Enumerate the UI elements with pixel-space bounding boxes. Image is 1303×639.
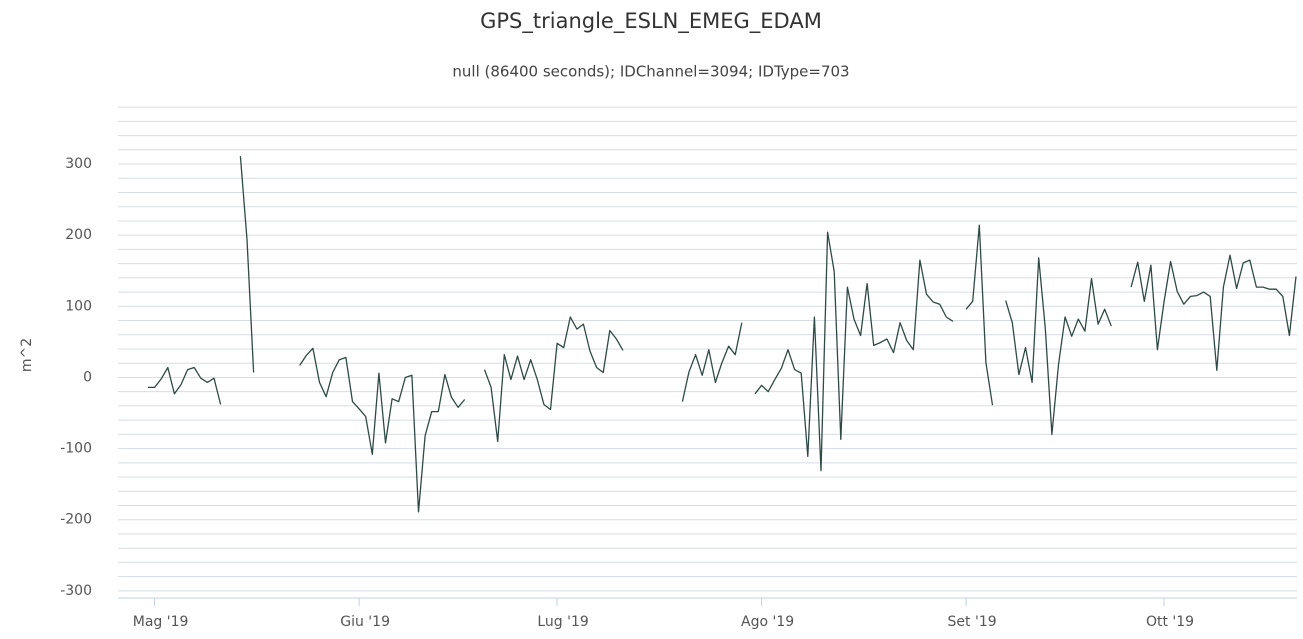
- y-tick-label: -100: [60, 441, 92, 457]
- y-tick-label: 100: [65, 298, 92, 314]
- y-tick-label: 0: [83, 369, 92, 385]
- y-axis-label: m^2: [19, 338, 35, 372]
- x-tick-label: Giu '19: [340, 614, 390, 630]
- y-tick-label: 200: [65, 227, 92, 243]
- x-tick-label: Set '19: [948, 614, 997, 630]
- x-tick-label: Lug '19: [537, 614, 588, 630]
- y-tick-label: -300: [60, 583, 92, 599]
- y-tick-label: 300: [65, 156, 92, 172]
- chart-subtitle: null (86400 seconds); IDChannel=3094; ID…: [452, 63, 849, 81]
- chart-title: GPS_triangle_ESLN_EMEG_EDAM: [480, 9, 822, 34]
- x-tick-label: Mag '19: [133, 614, 189, 630]
- x-tick-label: Ago '19: [741, 614, 794, 630]
- x-tick-label: Ott '19: [1146, 614, 1194, 630]
- data-line: [148, 156, 1297, 513]
- y-tick-label: -200: [60, 512, 92, 528]
